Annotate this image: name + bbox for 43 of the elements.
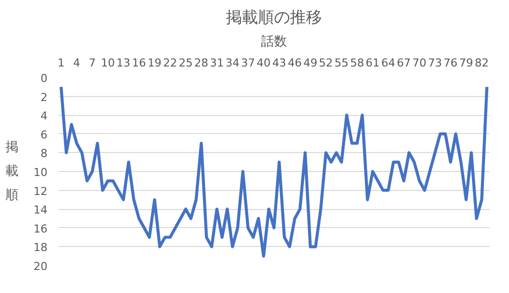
x-tick-label: 67 [396, 56, 411, 70]
x-tick-label: 76 [444, 56, 458, 70]
x-tick-label: 58 [350, 56, 364, 70]
x-tick-label: 49 [303, 56, 318, 70]
x-tick-label: 61 [366, 56, 380, 70]
line-series [60, 85, 488, 258]
x-tick-label: 22 [163, 56, 178, 70]
y-tick-label: 0 [40, 72, 48, 85]
x-tick-label: 46 [288, 56, 302, 70]
y-tick-label: 12 [34, 184, 48, 198]
x-tick-label: 7 [88, 56, 96, 70]
chart-title: 掲載順の推移 [226, 8, 322, 26]
y-tick-label: 20 [34, 260, 48, 273]
x-tick-label: 25 [178, 56, 193, 70]
y-tick-label: 8 [40, 147, 48, 160]
y-tick-label: 2 [40, 90, 48, 104]
y-tick-label: 18 [34, 241, 48, 254]
y-tick-label: 6 [40, 128, 48, 142]
x-tick-label: 37 [241, 56, 256, 70]
y-tick-label: 14 [34, 204, 48, 217]
x-tick-label: 43 [272, 56, 286, 70]
x-tick-label: 70 [412, 56, 426, 70]
x-tick-label: 16 [132, 56, 146, 70]
x-tick-label: 31 [210, 56, 224, 70]
x-tick-label: 52 [318, 56, 333, 70]
x-tick-label: 28 [194, 56, 208, 70]
x-tick-label: 13 [116, 56, 130, 70]
x-tick-label: 79 [459, 56, 474, 70]
y-tick-label: 10 [34, 166, 48, 179]
y-tick-label: 4 [40, 110, 48, 123]
x-tick-label: 34 [225, 56, 240, 70]
x-tick-label: 55 [334, 56, 349, 70]
x-tick-label: 10 [100, 56, 115, 70]
x-tick-label: 1 [58, 56, 65, 70]
x-tick-label: 64 [381, 56, 396, 70]
x-tick-label: 4 [73, 56, 80, 70]
x-tick-label: 73 [428, 56, 442, 70]
x-axis-title: 話数 [261, 34, 287, 50]
y-axis-title: 掲載順 [6, 140, 19, 203]
x-tick-label: 82 [474, 56, 489, 70]
x-tick-label: 40 [256, 56, 271, 70]
y-tick-label: 16 [34, 222, 48, 236]
x-tick-label: 19 [148, 56, 162, 70]
